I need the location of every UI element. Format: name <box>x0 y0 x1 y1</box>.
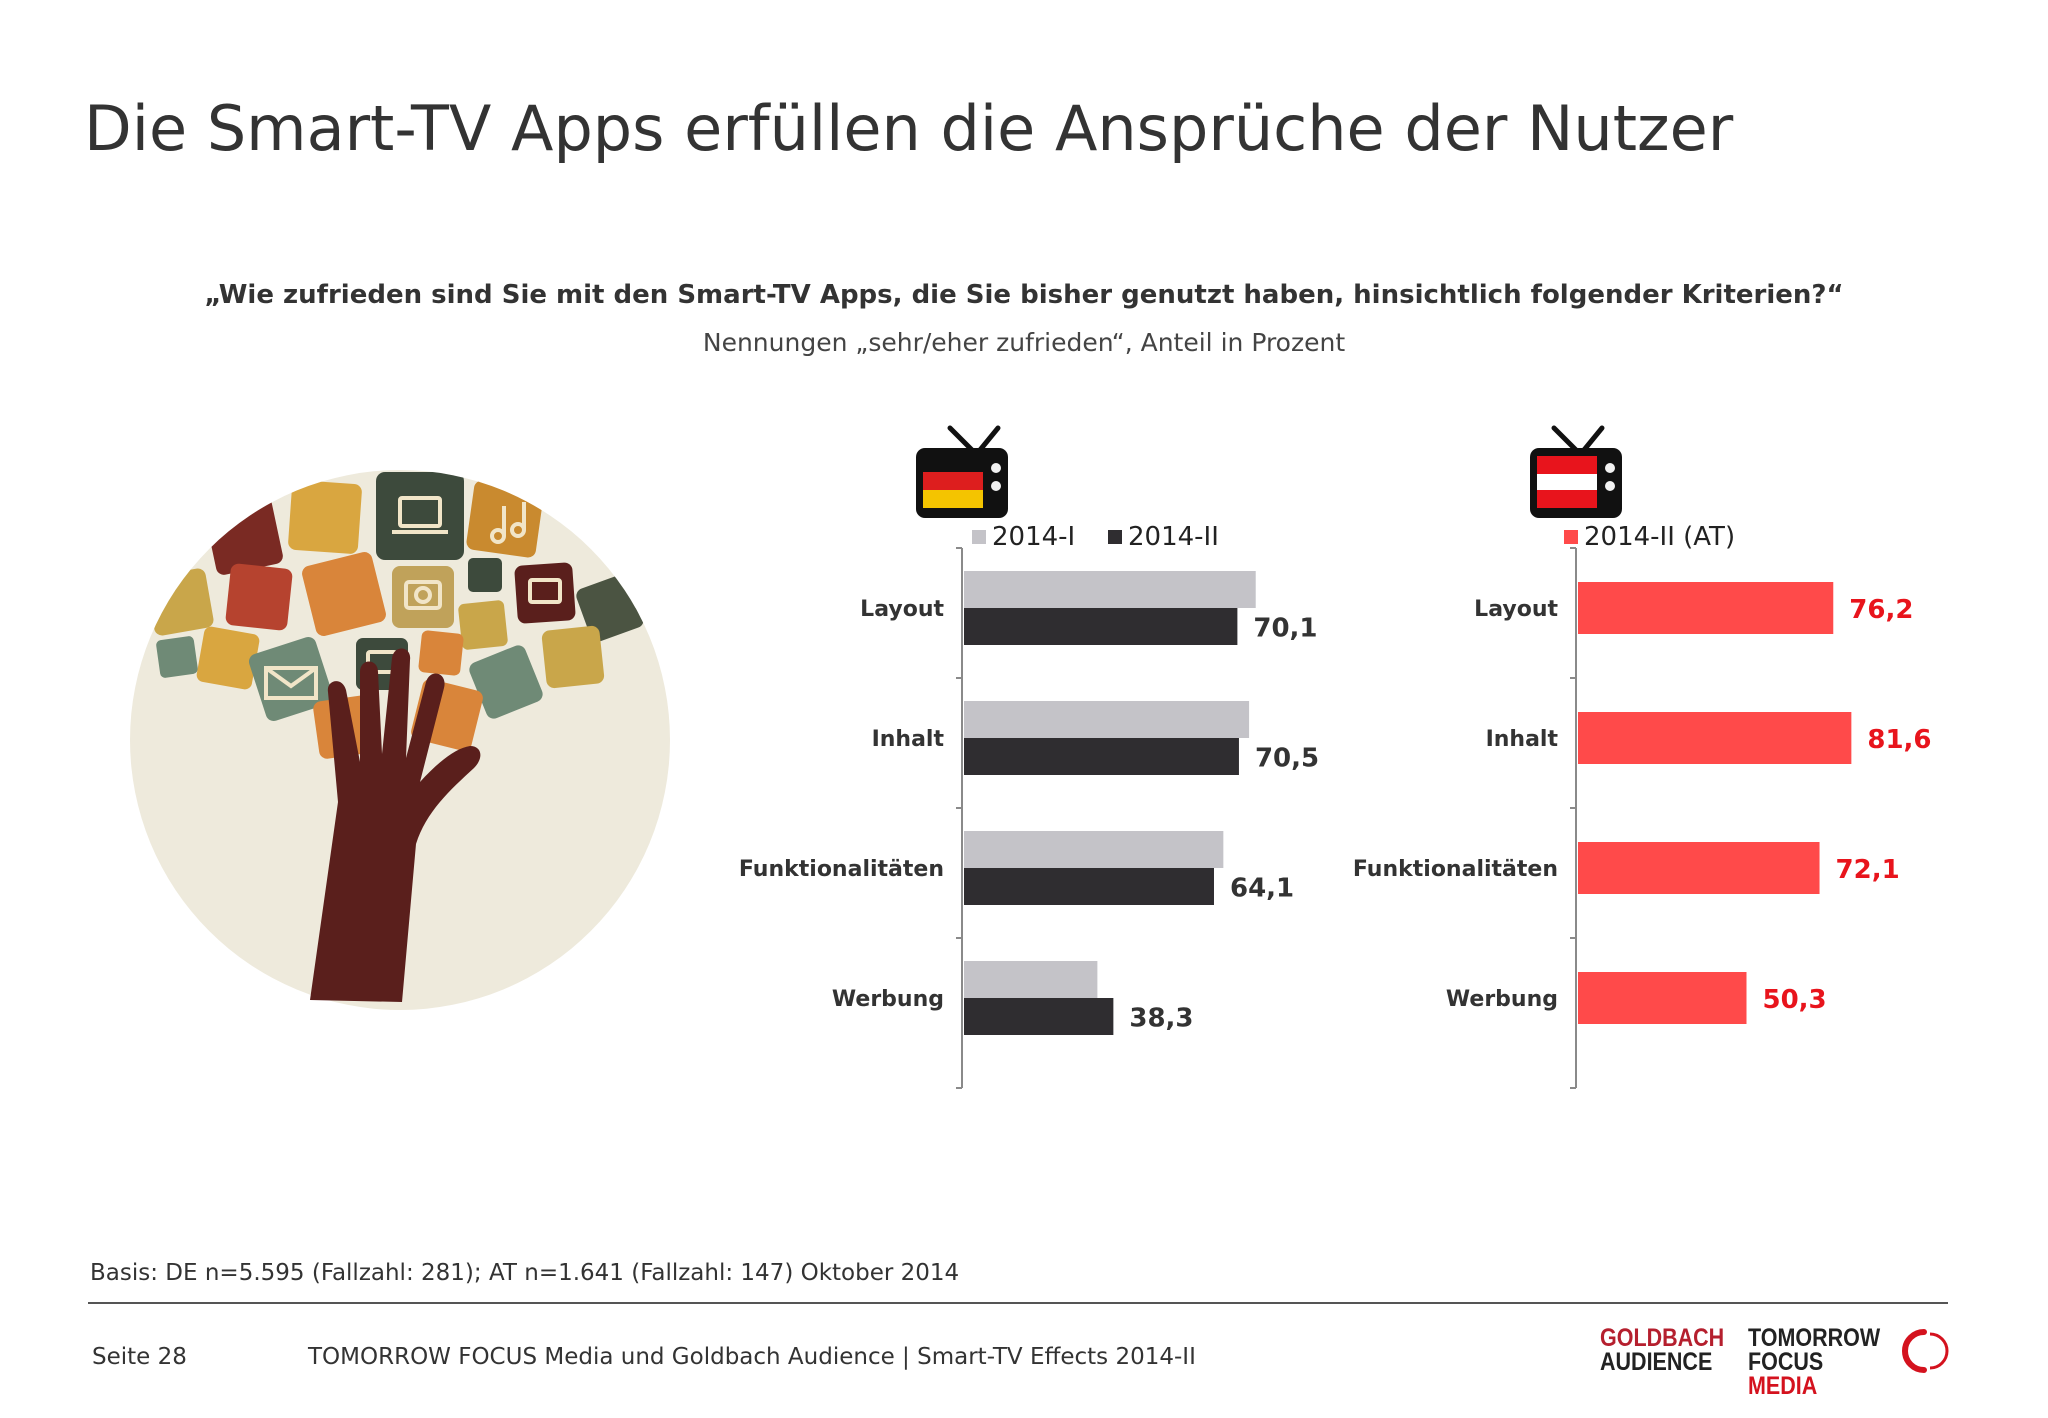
footer-text: TOMORROW FOCUS Media und Goldbach Audien… <box>308 1344 1196 1370</box>
legend-label: 2014-II <box>1128 522 1219 552</box>
data-label: 64,1 <box>1230 874 1294 904</box>
tomorrow-focus-media-logo: TOMORROW FOCUS MEDIA <box>1748 1324 1881 1400</box>
bar <box>964 831 1224 868</box>
legend-label: 2014-II (AT) <box>1584 522 1735 552</box>
bar <box>964 738 1239 775</box>
category-labels-germany: Layout Inhalt Funktionalitäten Werbung <box>740 597 944 1012</box>
bar <box>964 571 1256 608</box>
legend-label: 2014-I <box>992 522 1075 552</box>
data-labels-germany: 70,1 70,5 64,1 38,3 <box>1129 614 1319 1034</box>
bar <box>1578 582 1834 634</box>
legend-austria: 2014-II (AT) <box>1564 522 1735 552</box>
data-label: 76,2 <box>1849 595 1913 625</box>
page-title: Die Smart-TV Apps erfüllen die Ansprüche… <box>84 92 1734 165</box>
axis-germany <box>956 547 963 1089</box>
data-label: 50,3 <box>1763 985 1827 1015</box>
bar <box>964 701 1250 738</box>
bars-austria <box>1578 582 1852 1024</box>
legend-germany: 2014-I 2014-II <box>972 522 1219 552</box>
survey-question: „Wie zufrieden sind Sie mit den Smart-TV… <box>204 280 1844 310</box>
legend-swatch <box>972 530 986 544</box>
axis-austria <box>1570 547 1577 1089</box>
page-number: Seite 28 <box>92 1344 187 1370</box>
category-labels-austria: Layout Inhalt Funktionalitäten Werbung <box>1353 597 1559 1012</box>
goldbach-logo-line1: GOLDBACH <box>1600 1324 1725 1352</box>
bar <box>1578 972 1747 1024</box>
tv-flag-austria-icon <box>1530 425 1622 518</box>
tfm-logo-focus: FOCUS <box>1748 1348 1824 1376</box>
hand-tree-of-app-icons <box>130 470 670 1010</box>
category-label: Werbung <box>832 987 944 1012</box>
data-labels-austria: 76,2 81,6 72,1 50,3 <box>1763 595 1932 1015</box>
category-label: Layout <box>860 597 944 622</box>
app-icon-glyphs <box>264 496 562 700</box>
category-label: Inhalt <box>1486 727 1559 752</box>
chart-subtitle: Nennungen „sehr/eher zufrieden“, Anteil … <box>702 328 1346 357</box>
goldbach-audience-logo: GOLDBACH AUDIENCE <box>1600 1324 1725 1376</box>
bars-germany <box>964 571 1256 1035</box>
category-label: Inhalt <box>872 727 945 752</box>
bar <box>964 868 1214 905</box>
category-label: Funktionalitäten <box>740 857 944 882</box>
data-label: 38,3 <box>1129 1004 1193 1034</box>
legend-swatch <box>1564 530 1578 544</box>
chart-austria: 2014-II (AT) Layout Inhalt Funktionalitäte… <box>1353 425 1932 1089</box>
goldbach-logo-line2: AUDIENCE <box>1600 1348 1713 1376</box>
category-label: Layout <box>1474 597 1558 622</box>
data-label: 81,6 <box>1867 725 1931 755</box>
category-label: Werbung <box>1446 987 1558 1012</box>
bar <box>1578 842 1820 894</box>
tfm-logo-line1: TOMORROW <box>1748 1324 1881 1352</box>
bar <box>1578 712 1852 764</box>
data-label: 70,5 <box>1255 744 1319 774</box>
hand-silhouette <box>310 648 481 1002</box>
sample-basis-note: Basis: DE n=5.595 (Fallzahl: 281); AT n=… <box>90 1260 960 1286</box>
tv-flag-germany-icon <box>916 425 1008 518</box>
bar <box>964 961 1098 998</box>
tfm-ring-icon <box>1902 1329 1949 1373</box>
category-label: Funktionalitäten <box>1353 857 1558 882</box>
chart-germany: 2014-I 2014-II Layout Inhalt Funktionalität… <box>740 425 1319 1089</box>
data-label: 70,1 <box>1253 614 1317 644</box>
bar <box>964 608 1238 645</box>
legend-swatch <box>1108 530 1122 544</box>
tfm-logo-media: MEDIA <box>1748 1372 1818 1400</box>
data-label: 72,1 <box>1836 855 1900 885</box>
bar <box>964 998 1114 1035</box>
footer-divider <box>88 1302 1948 1304</box>
